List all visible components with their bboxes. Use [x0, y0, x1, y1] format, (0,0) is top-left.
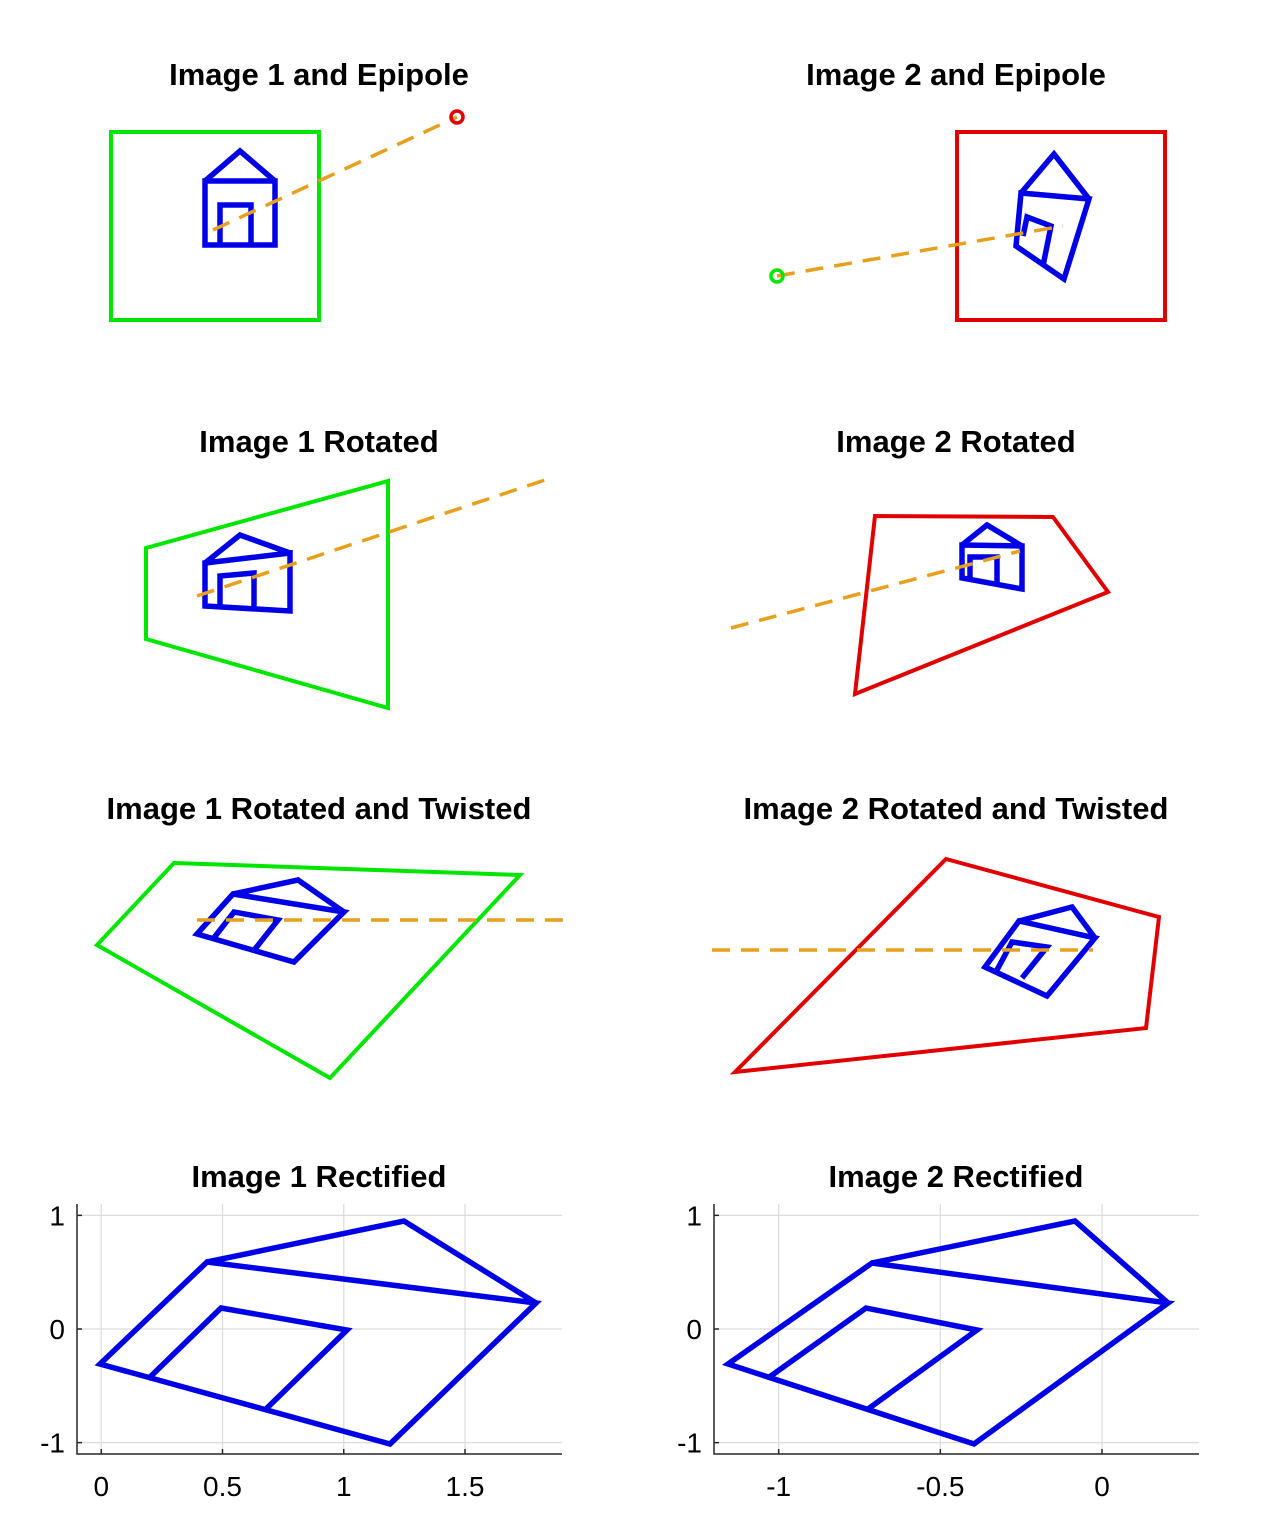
panel-title: Image 1 Rotated	[199, 424, 438, 459]
panel-title: Image 2 Rotated	[836, 424, 1075, 459]
axis-lines	[713, 1204, 1199, 1455]
y-tick-label: 0	[686, 1314, 702, 1345]
panel-image1-twisted: Image 1 Rotated and Twisted	[93, 791, 566, 1081]
panel-title: Image 2 Rectified	[829, 1159, 1084, 1194]
plot-axes: -1 -0.5 0 1 0 -1	[677, 1200, 1199, 1502]
y-tick-label: 0	[49, 1314, 65, 1345]
panel-title: Image 2 Rotated and Twisted	[744, 791, 1169, 826]
image2-frame	[852, 513, 1112, 698]
x-tick-label: 1.5	[446, 1471, 485, 1502]
image2-frame	[729, 856, 1162, 1075]
panel-title: Image 1 Rotated and Twisted	[107, 791, 532, 826]
epipolar-line	[212, 115, 458, 232]
house	[202, 147, 278, 248]
house	[1013, 149, 1093, 284]
epipolar-line	[730, 549, 1021, 630]
x-tick-label: 0	[1094, 1471, 1110, 1502]
panel-image2-rectified: Image 2 Rectified -1 -0.5 0 1 0 -1	[677, 1159, 1199, 1502]
panel-title: Image 1 and Epipole	[169, 57, 469, 92]
x-tick-label: 1	[336, 1471, 352, 1502]
y-tick-label: 1	[49, 1200, 65, 1231]
y-tick-label: 1	[686, 1200, 702, 1231]
epipolar-line	[776, 224, 1064, 278]
x-tick-label: 0.5	[203, 1471, 242, 1502]
x-tick-label: 0	[93, 1471, 109, 1502]
plot-axes: 0 0.5 1 1.5 1 0 -1	[40, 1200, 562, 1502]
image1-frame	[93, 860, 525, 1081]
panel-image1-rectified: Image 1 Rectified 0 0.5 1 1.5 1 0 -1	[40, 1159, 562, 1502]
panel-image2-twisted: Image 2 Rotated and Twisted	[712, 791, 1169, 1075]
y-tick-label: -1	[40, 1428, 65, 1459]
house	[202, 531, 293, 614]
panel-title: Image 2 and Epipole	[806, 57, 1106, 92]
panel-image2-epipole: Image 2 and Epipole	[769, 57, 1167, 322]
image1-frame	[109, 130, 321, 322]
image1-frame	[144, 478, 390, 711]
panel-image2-rotated: Image 2 Rotated	[730, 424, 1112, 698]
panel-image1-epipole: Image 1 and Epipole	[109, 57, 469, 322]
image2-frame	[955, 130, 1167, 322]
epipole-marker	[769, 268, 785, 284]
epipolar-line	[196, 477, 549, 598]
panel-title: Image 1 Rectified	[192, 1159, 447, 1194]
axis-lines	[76, 1204, 562, 1455]
rectified-house	[94, 1218, 543, 1448]
x-tick-label: -1	[766, 1471, 791, 1502]
epipole-marker	[449, 109, 465, 125]
panel-image1-rotated: Image 1 Rotated	[144, 424, 549, 711]
house	[980, 903, 1100, 1000]
x-tick-label: -0.5	[916, 1471, 964, 1502]
y-tick-label: -1	[677, 1428, 702, 1459]
rectified-house	[721, 1218, 1176, 1448]
